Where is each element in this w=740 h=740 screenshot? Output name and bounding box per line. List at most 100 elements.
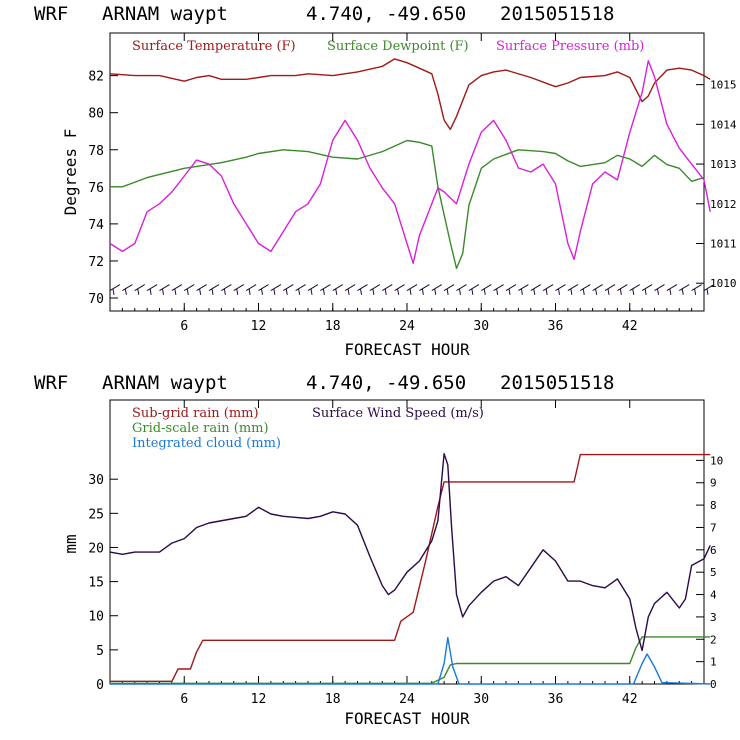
x-tick-label: 24 xyxy=(399,692,415,707)
y2-tick-label: 1010 xyxy=(710,277,737,290)
wind-barb xyxy=(555,284,566,295)
y2-tick-label: 9 xyxy=(710,477,717,490)
wind-barb xyxy=(678,284,690,295)
panel-title-model: WRF xyxy=(34,3,68,25)
panel-title-init: 2015051518 xyxy=(500,3,614,25)
wind-barb xyxy=(394,284,405,295)
wind-barb xyxy=(369,284,381,295)
legend-surface-dewpoint: Surface Dewpoint (F) xyxy=(327,39,469,54)
y-tick-label: 82 xyxy=(88,70,104,85)
y2-tick-label: 1011 xyxy=(710,237,737,250)
wind-barb xyxy=(196,284,207,295)
panel-title-coords: 4.740, -49.650 xyxy=(306,372,466,394)
wind-barb xyxy=(357,284,368,295)
wind-barb xyxy=(134,284,146,295)
panel-title-station: ARNAM waypt xyxy=(102,3,228,25)
series-line-surface-dewpoint xyxy=(110,139,705,270)
wind-barb xyxy=(208,284,220,295)
legend-surface-wind-speed: Surface Wind Speed (m/s) xyxy=(312,406,484,421)
y-tick-label: 74 xyxy=(88,218,104,233)
x-tick-label: 18 xyxy=(325,319,341,334)
x-tick-label: 18 xyxy=(325,692,341,707)
y-tick-label: 80 xyxy=(88,107,104,122)
wind-barb xyxy=(122,284,133,295)
wind-barb xyxy=(344,284,356,295)
panel-title-coords: 4.740, -49.650 xyxy=(306,3,466,25)
wind-barb xyxy=(641,284,653,295)
y-tick-label: 15 xyxy=(88,576,104,591)
wind-barb xyxy=(245,284,257,295)
plot-frame xyxy=(109,32,705,312)
wind-barb xyxy=(493,284,504,295)
legend-integrated-cloud: Integrated cloud (mm) xyxy=(132,436,281,451)
wind-barb xyxy=(629,284,641,295)
wind-barb xyxy=(381,284,393,295)
y-tick-label: 20 xyxy=(88,541,104,556)
y2-tick-label: 1015 xyxy=(710,79,737,92)
y-tick-label: 78 xyxy=(88,144,104,159)
x-tick-label: 36 xyxy=(548,319,564,334)
wind-barb xyxy=(468,284,480,295)
wind-barb xyxy=(592,284,603,295)
panel-temperature: WRF ARNAM waypt 4.740, -49.650 201505151… xyxy=(34,3,737,359)
wind-barb xyxy=(518,284,529,295)
wind-barb xyxy=(146,284,158,295)
y-tick-label: 10 xyxy=(88,610,104,625)
wind-barb xyxy=(295,284,306,295)
x-tick-label: 6 xyxy=(180,692,188,707)
y-tick-label: 70 xyxy=(88,292,104,307)
wind-barb xyxy=(617,284,628,295)
x-tick-label: 42 xyxy=(622,319,638,334)
series-line-integrated-cloud xyxy=(110,636,711,685)
wind-barb xyxy=(221,284,232,295)
wind-barb xyxy=(567,284,579,295)
wind-barb xyxy=(443,284,455,295)
wind-barb xyxy=(654,284,665,295)
panel-title-model: WRF xyxy=(34,372,68,394)
panel-title-init: 2015051518 xyxy=(500,372,614,394)
y2-tick-label: 6 xyxy=(710,544,717,557)
x-tick-label: 36 xyxy=(548,692,564,707)
y2-tick-label: 0 xyxy=(710,678,717,691)
series-lines xyxy=(109,58,711,270)
wind-barb xyxy=(307,284,319,295)
wind-barb xyxy=(579,284,591,295)
wind-barb xyxy=(456,284,467,295)
wind-barb xyxy=(183,284,195,295)
series-line-surface-pressure xyxy=(109,60,711,264)
x-axis-label: FORECAST HOUR xyxy=(344,340,470,359)
series-line-surface-temperature xyxy=(109,58,711,131)
x-tick-label: 30 xyxy=(473,319,489,334)
y-tick-label: 25 xyxy=(88,507,104,522)
y2-tick-label: 3 xyxy=(710,611,717,624)
legend-subgrid-rain: Sub-grid rain (mm) xyxy=(132,406,259,421)
x-axis-label: FORECAST HOUR xyxy=(344,709,470,728)
y2-tick-label: 7 xyxy=(710,521,717,534)
series-line-grid-scale-rain xyxy=(110,636,711,684)
y2-tick-label: 10 xyxy=(710,454,723,467)
series-line-sub-grid-rain xyxy=(110,453,711,682)
wind-barb xyxy=(270,284,282,295)
y-tick-label: 76 xyxy=(88,181,104,196)
wind-barb xyxy=(109,284,121,295)
wind-barb xyxy=(233,284,245,295)
wind-barb xyxy=(320,284,331,295)
y-tick-label: 5 xyxy=(96,644,104,659)
axis-ticks: 6 12 18 24 30 36 42 70 72 74 76 78 80 82 1010 1011 1012 1… xyxy=(88,33,737,334)
wind-barb xyxy=(604,284,616,295)
y2-tick-label: 1014 xyxy=(710,118,737,131)
y2-tick-label: 1 xyxy=(710,656,717,669)
legend-surface-temperature: Surface Temperature (F) xyxy=(132,39,296,54)
series-line-surface-wind-speed xyxy=(109,453,711,652)
legend-gridscale-rain: Grid-scale rain (mm) xyxy=(132,421,269,436)
x-tick-label: 12 xyxy=(251,692,267,707)
y2-tick-label: 2 xyxy=(710,633,717,646)
x-tick-label: 24 xyxy=(399,319,415,334)
series-lines xyxy=(109,453,711,685)
wind-barb xyxy=(258,284,269,295)
wind-barb xyxy=(691,284,702,295)
y-tick-label: 0 xyxy=(96,678,104,693)
y-axis-label: mm xyxy=(61,534,80,553)
